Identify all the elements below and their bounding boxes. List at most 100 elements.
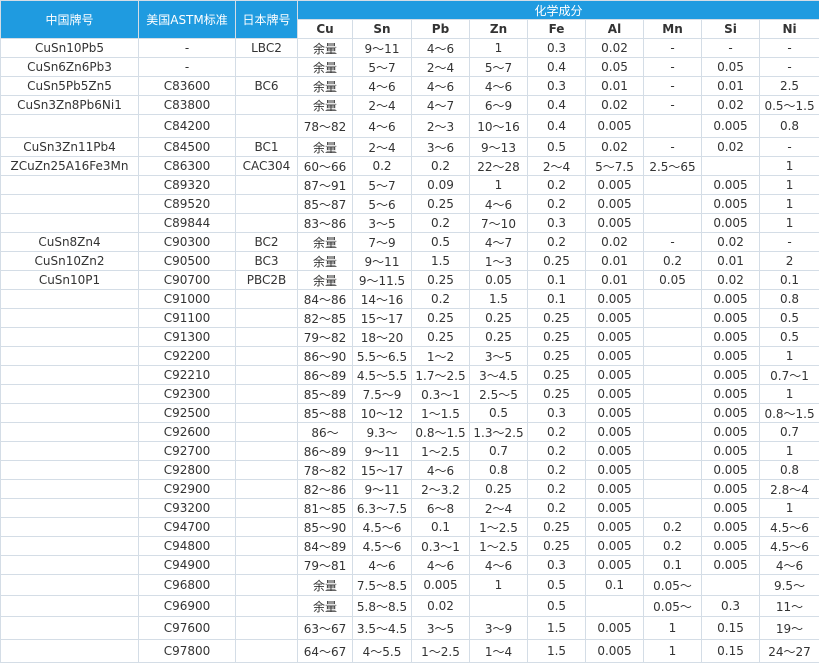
table-cell: 0.8～1.5 bbox=[412, 423, 470, 442]
table-cell bbox=[236, 195, 298, 214]
table-cell: 0.005 bbox=[586, 640, 644, 663]
table-cell: 0.25 bbox=[528, 252, 586, 271]
table-cell: 1 bbox=[760, 176, 819, 195]
table-cell: CuSn10P1 bbox=[1, 271, 139, 290]
table-cell: CuSn6Zn6Pb3 bbox=[1, 58, 139, 77]
table-cell: 7～10 bbox=[470, 214, 528, 233]
element-header: Cu bbox=[298, 20, 353, 39]
table-cell: C93200 bbox=[139, 499, 236, 518]
table-cell: 0.005 bbox=[586, 309, 644, 328]
table-cell: 87～91 bbox=[298, 176, 353, 195]
table-cell: 0.005 bbox=[586, 328, 644, 347]
table-cell: 4～7 bbox=[412, 96, 470, 115]
table-cell: 0.25 bbox=[528, 385, 586, 404]
table-cell: 2～3 bbox=[412, 115, 470, 138]
table-cell: 0.2 bbox=[644, 537, 702, 556]
table-cell: 0.3 bbox=[528, 556, 586, 575]
table-cell: 0.1 bbox=[412, 518, 470, 537]
table-cell: 0.25 bbox=[528, 537, 586, 556]
table-cell: 0.3 bbox=[702, 596, 760, 617]
table-cell: C94900 bbox=[139, 556, 236, 575]
table-cell: 82～85 bbox=[298, 309, 353, 328]
table-cell: 余量 bbox=[298, 58, 353, 77]
table-cell: 0.2 bbox=[528, 480, 586, 499]
table-cell bbox=[644, 404, 702, 423]
table-cell: 9.5～ bbox=[760, 575, 819, 596]
table-cell: 0.005 bbox=[586, 518, 644, 537]
table-cell: 0.8 bbox=[760, 461, 819, 480]
table-cell: 4～7 bbox=[470, 233, 528, 252]
table-cell: 0.3 bbox=[528, 404, 586, 423]
table-cell: 9.3～ bbox=[353, 423, 412, 442]
table-cell bbox=[236, 537, 298, 556]
table-cell: 0.5 bbox=[528, 575, 586, 596]
table-cell bbox=[1, 518, 139, 537]
table-cell: 85～89 bbox=[298, 385, 353, 404]
table-cell: 0.02 bbox=[586, 96, 644, 115]
table-cell: 1 bbox=[760, 499, 819, 518]
table-cell: 0.01 bbox=[586, 252, 644, 271]
table-cell: 63～67 bbox=[298, 617, 353, 640]
table-cell: C89844 bbox=[139, 214, 236, 233]
table-cell: C90300 bbox=[139, 233, 236, 252]
table-cell: 9～11.5 bbox=[353, 271, 412, 290]
table-cell: 0.02 bbox=[702, 96, 760, 115]
table-cell: 0.4 bbox=[528, 58, 586, 77]
table-cell: - bbox=[760, 233, 819, 252]
table-cell: 7.5～8.5 bbox=[353, 575, 412, 596]
table-cell: 4～6 bbox=[412, 77, 470, 96]
table-cell bbox=[644, 385, 702, 404]
table-cell: 0.05 bbox=[702, 58, 760, 77]
table-cell bbox=[1, 366, 139, 385]
table-cell: 2～4 bbox=[412, 58, 470, 77]
table-cell: 0.005 bbox=[702, 214, 760, 233]
table-cell: 10～12 bbox=[353, 404, 412, 423]
table-cell: - bbox=[644, 233, 702, 252]
table-cell: 4～6 bbox=[412, 39, 470, 58]
table-cell: 4.5～6 bbox=[353, 518, 412, 537]
table-cell: 1～2.5 bbox=[470, 537, 528, 556]
table-cell: 86～89 bbox=[298, 366, 353, 385]
table-cell: 0.25 bbox=[412, 309, 470, 328]
table-cell: 0.005 bbox=[702, 328, 760, 347]
table-cell: 0.25 bbox=[412, 328, 470, 347]
table-cell: 0.09 bbox=[412, 176, 470, 195]
table-cell: 24～27 bbox=[760, 640, 819, 663]
table-cell: 0.02 bbox=[702, 138, 760, 157]
table-cell: 4.5～6 bbox=[760, 537, 819, 556]
table-cell: CAC304 bbox=[236, 157, 298, 176]
table-cell: 9～13 bbox=[470, 138, 528, 157]
table-cell: 0.02 bbox=[702, 271, 760, 290]
table-cell: 4～6 bbox=[470, 556, 528, 575]
table-cell: 0.005 bbox=[586, 499, 644, 518]
table-cell: C94700 bbox=[139, 518, 236, 537]
table-cell bbox=[1, 328, 139, 347]
table-cell: 0.02 bbox=[586, 138, 644, 157]
table-cell: CuSn5Pb5Zn5 bbox=[1, 77, 139, 96]
table-cell: C97600 bbox=[139, 617, 236, 640]
table-cell: 余量 bbox=[298, 252, 353, 271]
table-cell: 0.005 bbox=[702, 518, 760, 537]
table-cell: 5～6 bbox=[353, 195, 412, 214]
table-cell: 0.05 bbox=[470, 271, 528, 290]
table-cell: 0.02 bbox=[412, 596, 470, 617]
table-cell: 0.2 bbox=[412, 290, 470, 309]
table-cell: 0.25 bbox=[412, 271, 470, 290]
header-cell: 日本牌号 bbox=[236, 1, 298, 39]
table-cell: 2～4 bbox=[528, 157, 586, 176]
table-cell: 1～2.5 bbox=[412, 442, 470, 461]
table-cell: 0.3 bbox=[528, 77, 586, 96]
table-cell: C91000 bbox=[139, 290, 236, 309]
table-cell bbox=[236, 328, 298, 347]
table-cell bbox=[1, 480, 139, 499]
element-header: Si bbox=[702, 20, 760, 39]
table-cell: 0.005 bbox=[702, 423, 760, 442]
table-cell: 0.2 bbox=[528, 233, 586, 252]
